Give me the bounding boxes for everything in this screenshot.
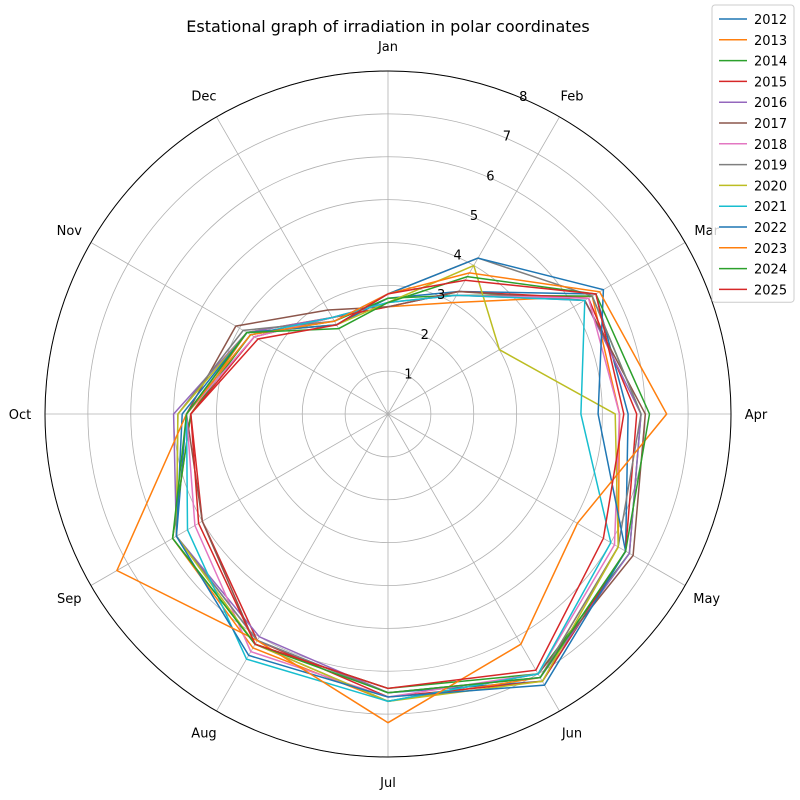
angular-tick-label: Oct bbox=[9, 408, 31, 423]
radial-tick-label: 1 bbox=[404, 367, 412, 382]
legend: 2012 2013 2014 2015 2016 2017 2018 2019 2020 2021… bbox=[711, 4, 795, 303]
angular-tick-label: Feb bbox=[560, 89, 583, 104]
legend-label: 2018 bbox=[754, 138, 787, 153]
series-line-2023 bbox=[115, 272, 668, 724]
legend-label: 2012 bbox=[754, 13, 787, 28]
legend-label: 2017 bbox=[754, 117, 787, 132]
radial-tick-label: 8 bbox=[519, 90, 527, 105]
angular-tick-label: Jul bbox=[379, 776, 396, 791]
angular-tick-label: Sep bbox=[57, 592, 82, 607]
legend-label: 2019 bbox=[754, 159, 787, 174]
grid-spoke bbox=[216, 413, 389, 712]
legend-label: 2021 bbox=[754, 200, 787, 215]
legend-label: 2015 bbox=[754, 75, 787, 90]
grid-spoke bbox=[387, 413, 560, 712]
grid-spoke bbox=[387, 413, 686, 586]
series-line-2021 bbox=[185, 294, 612, 703]
angular-tick-label: Aug bbox=[191, 727, 216, 742]
grid-spoke bbox=[387, 242, 686, 415]
polar-frame bbox=[44, 70, 732, 758]
angular-tick-label: May bbox=[693, 592, 720, 607]
legend-box bbox=[711, 4, 795, 303]
radial-tick-label: 7 bbox=[503, 130, 511, 145]
angular-tick-label: Nov bbox=[57, 224, 83, 239]
grid-spoke bbox=[216, 116, 389, 415]
radial-tick-label: 3 bbox=[437, 288, 445, 303]
angular-tick-label: Jan bbox=[377, 40, 398, 55]
legend-label: 2024 bbox=[754, 263, 787, 278]
grid-spoke bbox=[90, 413, 389, 586]
legend-label: 2025 bbox=[754, 283, 787, 298]
series-lines bbox=[115, 257, 668, 724]
legend-label: 2020 bbox=[754, 179, 787, 194]
legend-label: 2014 bbox=[754, 55, 787, 70]
radial-tick-label: 2 bbox=[421, 328, 429, 343]
legend-label: 2023 bbox=[754, 242, 787, 257]
series-line-2025 bbox=[190, 279, 625, 690]
legend-label: 2022 bbox=[754, 221, 787, 236]
angular-tick-label: Jun bbox=[561, 727, 582, 742]
grid-spoke bbox=[90, 242, 389, 415]
polar-grid bbox=[44, 70, 732, 758]
radial-tick-label: 6 bbox=[486, 169, 494, 184]
radial-tick-label: 4 bbox=[453, 249, 461, 264]
radial-tick-label: 5 bbox=[470, 209, 478, 224]
angular-tick-label: Dec bbox=[191, 89, 216, 104]
angular-tick-label: Apr bbox=[745, 408, 768, 423]
legend-label: 2016 bbox=[754, 96, 787, 111]
legend-label: 2013 bbox=[754, 34, 787, 49]
chart-title: Estational graph of irradiation in polar… bbox=[186, 17, 589, 36]
series-line-2022 bbox=[175, 257, 627, 698]
